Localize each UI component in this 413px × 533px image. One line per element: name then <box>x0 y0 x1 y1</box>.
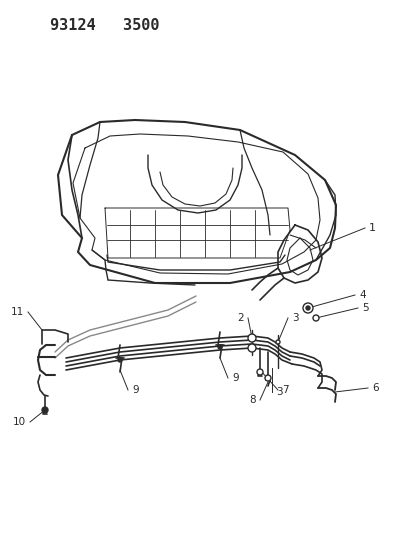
Circle shape <box>218 345 221 349</box>
Text: 1: 1 <box>368 223 375 233</box>
Text: 4: 4 <box>358 290 365 300</box>
Circle shape <box>264 375 271 381</box>
Circle shape <box>256 369 262 375</box>
Text: 8: 8 <box>249 395 255 405</box>
Circle shape <box>247 334 255 342</box>
Text: 3: 3 <box>275 387 282 397</box>
Circle shape <box>42 407 48 413</box>
Text: 9: 9 <box>231 373 238 383</box>
Circle shape <box>275 340 279 344</box>
Circle shape <box>305 306 309 310</box>
Text: 6: 6 <box>371 383 378 393</box>
Text: 9: 9 <box>132 385 138 395</box>
Text: 93124   3500: 93124 3500 <box>50 18 159 33</box>
Text: 3: 3 <box>291 313 298 323</box>
Circle shape <box>312 315 318 321</box>
Circle shape <box>118 358 122 362</box>
Circle shape <box>302 303 312 313</box>
Text: 7: 7 <box>281 385 288 395</box>
Text: 10: 10 <box>13 417 26 427</box>
Circle shape <box>247 344 255 352</box>
Text: 2: 2 <box>237 313 243 323</box>
Text: 11: 11 <box>11 307 24 317</box>
Text: 5: 5 <box>361 303 368 313</box>
